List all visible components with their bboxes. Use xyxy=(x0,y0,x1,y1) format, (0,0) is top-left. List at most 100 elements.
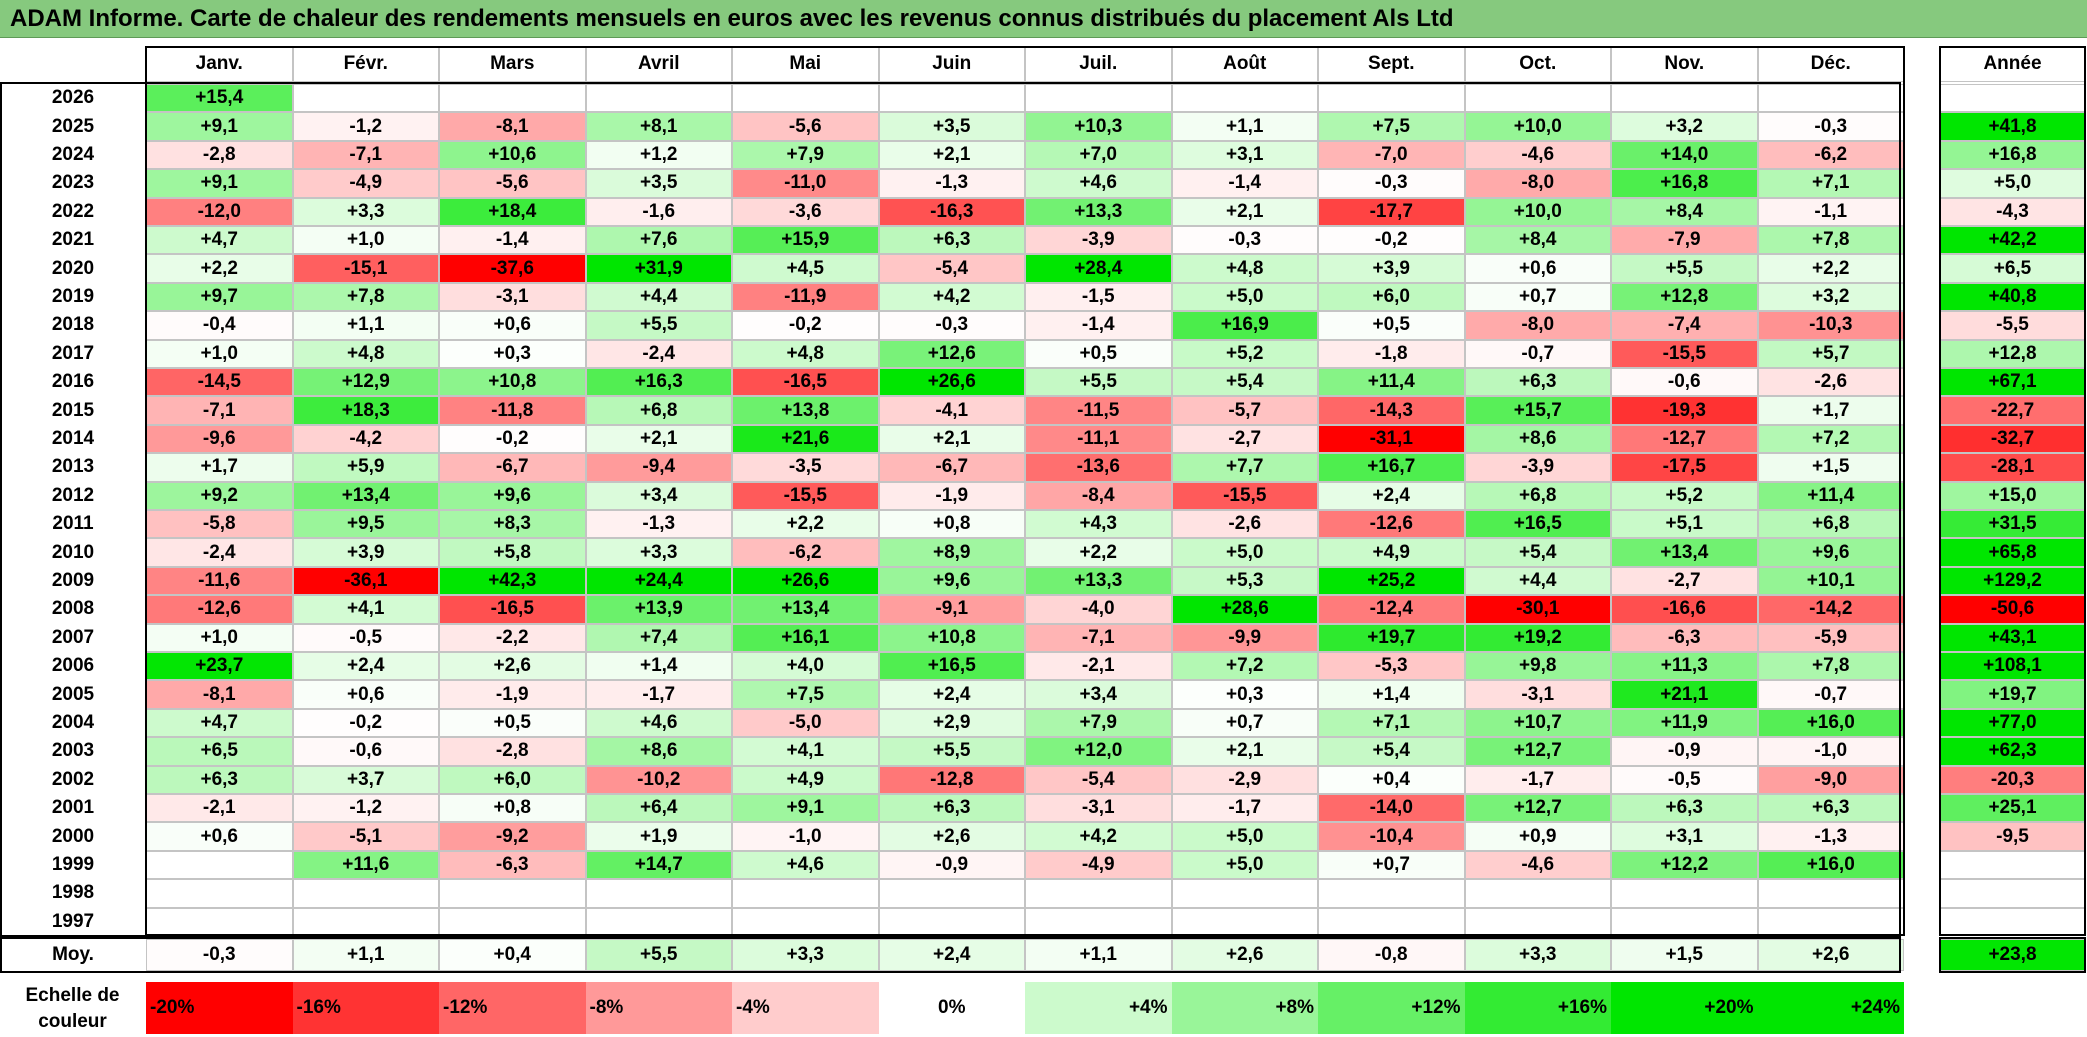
heatmap-cell: +3,9 xyxy=(1318,254,1465,283)
heatmap-cell: -11,0 xyxy=(732,169,879,198)
heatmap-cell: -3,1 xyxy=(1464,680,1611,709)
heatmap-cell: -0,6 xyxy=(1611,368,1758,397)
heatmap-cell: +5,0 xyxy=(1171,822,1318,851)
heatmap-cell: +11,3 xyxy=(1611,652,1758,681)
heatmap-cell: +26,6 xyxy=(732,566,879,596)
heatmap-cell: +5,9 xyxy=(292,453,439,482)
heatmap-cell: +4,1 xyxy=(732,737,879,766)
annual-cell xyxy=(1939,84,2086,113)
year-label: 2012 xyxy=(51,484,95,506)
heatmap-cell xyxy=(146,879,293,908)
year-label: 2014 xyxy=(51,427,95,449)
heatmap-cell: +15,7 xyxy=(1464,396,1611,425)
heatmap-cell: +4,7 xyxy=(146,708,293,738)
heatmap-cell: +26,6 xyxy=(878,368,1025,397)
heatmap-cell: +0,8 xyxy=(439,794,586,823)
heatmap-cell: +6,0 xyxy=(1318,282,1465,312)
annual-cell: +5,0 xyxy=(1939,169,2086,198)
heatmap-cell: -12,8 xyxy=(878,765,1025,794)
heatmap-cell: +5,4 xyxy=(1171,368,1318,397)
year-label: 2022 xyxy=(51,200,95,222)
heatmap-cell: +2,6 xyxy=(439,652,586,681)
heatmap-cell: +4,8 xyxy=(732,339,879,368)
month-header: Févr. xyxy=(292,46,439,82)
heatmap-cell: +12,2 xyxy=(1611,850,1758,880)
heatmap-cell xyxy=(292,907,439,936)
scale-swatch: +12% xyxy=(1318,982,1465,1034)
year-label: 1999 xyxy=(51,853,95,875)
heatmap-cell: -4,2 xyxy=(292,424,439,454)
heatmap-cell: +6,5 xyxy=(146,737,293,766)
heatmap-cell: +15,4 xyxy=(146,84,293,113)
heatmap-cell: -0,9 xyxy=(878,850,1025,880)
heatmap-cell: -15,5 xyxy=(1611,339,1758,368)
year-label: 2000 xyxy=(51,825,95,847)
average-cell: +3,3 xyxy=(1464,939,1611,971)
scale-swatch: +8% xyxy=(1171,982,1318,1034)
month-header: Déc. xyxy=(1757,46,1904,82)
year-label: 2015 xyxy=(51,399,95,421)
heatmap-cell: -3,1 xyxy=(439,282,586,312)
heatmap-cell xyxy=(439,907,586,936)
heatmap-cell: +10,8 xyxy=(439,368,586,397)
heatmap-cell: +1,4 xyxy=(1318,680,1465,709)
heatmap-cell: -4,1 xyxy=(878,396,1025,425)
heatmap-cell: +6,8 xyxy=(1464,481,1611,510)
heatmap-cell: +8,6 xyxy=(1464,424,1611,454)
year-label: 2020 xyxy=(51,257,95,279)
heatmap-cell: +1,9 xyxy=(585,822,732,851)
heatmap-cell: +1,0 xyxy=(146,339,293,368)
year-label: 1997 xyxy=(51,910,95,932)
heatmap-cell: +4,8 xyxy=(292,339,439,368)
heatmap-cell: -6,7 xyxy=(878,453,1025,482)
heatmap-cell: -0,3 xyxy=(878,311,1025,340)
heatmap-cell: +4,9 xyxy=(732,765,879,794)
heatmap-cell: -12,0 xyxy=(146,197,293,226)
heatmap-cell: +7,4 xyxy=(585,623,732,652)
year-label: 2007 xyxy=(51,626,95,648)
heatmap-cell: -11,8 xyxy=(439,396,586,425)
heatmap-cell: -0,7 xyxy=(1464,339,1611,368)
heatmap-cell: +5,5 xyxy=(585,311,732,340)
heatmap-cell: +8,3 xyxy=(439,510,586,539)
heatmap-cell xyxy=(1757,84,1904,113)
annual-cell: +12,8 xyxy=(1939,339,2086,368)
heatmap-cell: -1,7 xyxy=(1171,794,1318,823)
heatmap-cell: +7,1 xyxy=(1318,708,1465,738)
heatmap-cell: -2,8 xyxy=(439,737,586,766)
heatmap-cell: -11,6 xyxy=(146,566,293,596)
heatmap-cell: -4,0 xyxy=(1025,595,1172,624)
heatmap-cell: +7,1 xyxy=(1757,169,1904,198)
heatmap-cell: +1,4 xyxy=(585,652,732,681)
heatmap-cell: -30,1 xyxy=(1464,595,1611,624)
heatmap-cell: -0,2 xyxy=(732,311,879,340)
heatmap-cell: +0,5 xyxy=(1025,339,1172,368)
heatmap-cell: -3,1 xyxy=(1025,794,1172,823)
heatmap-cell: -7,1 xyxy=(1025,623,1172,652)
annual-cell: -4,3 xyxy=(1939,197,2086,226)
heatmap-cell: -0,2 xyxy=(292,708,439,738)
heatmap-cell: +3,9 xyxy=(292,538,439,567)
heatmap-cell: -1,4 xyxy=(1171,169,1318,198)
annual-cell: +40,8 xyxy=(1939,282,2086,312)
heatmap-cell: +2,1 xyxy=(878,140,1025,170)
scale-swatch: -12% xyxy=(439,982,586,1034)
heatmap-cell: -15,5 xyxy=(1171,481,1318,510)
heatmap-cell: +5,8 xyxy=(439,538,586,567)
heatmap-cell: +16,5 xyxy=(1464,510,1611,539)
heatmap-cell: +16,0 xyxy=(1757,708,1904,738)
heatmap-cell: +4,2 xyxy=(878,282,1025,312)
heatmap-cell: +12,7 xyxy=(1464,737,1611,766)
annual-cell: +77,0 xyxy=(1939,708,2086,738)
heatmap-cell: -1,5 xyxy=(1025,282,1172,312)
year-label: 2001 xyxy=(51,797,95,819)
heatmap-cell xyxy=(585,907,732,936)
heatmap-cell: +9,6 xyxy=(439,481,586,510)
heatmap-cell: +28,4 xyxy=(1025,254,1172,283)
year-label: 2006 xyxy=(51,655,95,677)
heatmap-cell: -1,0 xyxy=(732,822,879,851)
annual-cell: +129,2 xyxy=(1939,566,2086,596)
year-label: 2009 xyxy=(51,569,95,591)
heatmap-cell: +9,1 xyxy=(146,112,293,141)
heatmap-cell: +0,4 xyxy=(1318,765,1465,794)
